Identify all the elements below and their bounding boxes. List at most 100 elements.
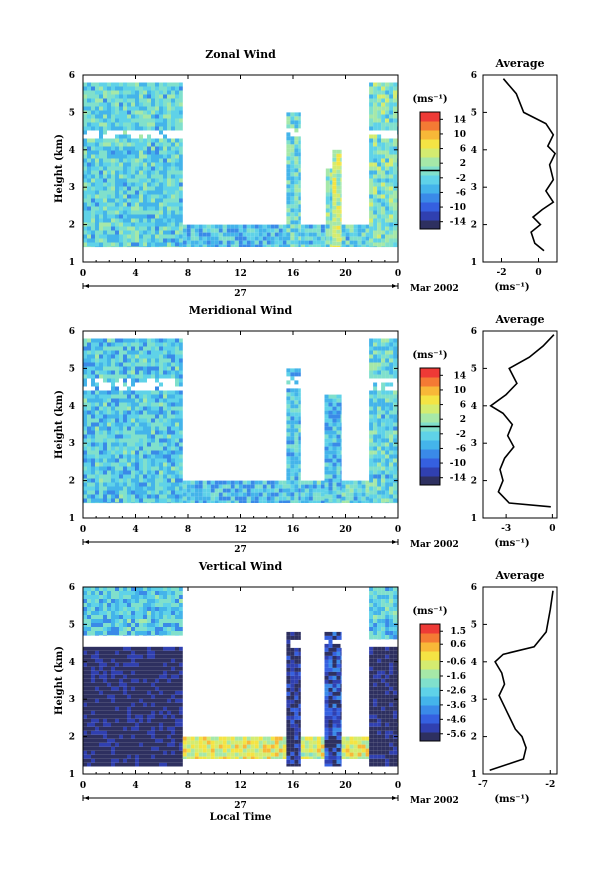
heatmap-cell-0 xyxy=(119,398,123,403)
heatmap-cell-1 xyxy=(175,591,179,595)
heatmap-cell-1 xyxy=(83,603,87,607)
heatmap-cell-1 xyxy=(206,488,211,493)
heatmap-cell-0 xyxy=(103,702,107,707)
heatmap-cell-0 xyxy=(103,130,107,135)
heatmap-cell-0 xyxy=(151,338,155,343)
heatmap-cell-1 xyxy=(278,496,283,501)
heatmap-cell-2 xyxy=(294,192,299,197)
heatmap-cell-1 xyxy=(238,488,243,493)
heatmap-cell-7 xyxy=(373,170,378,175)
heatmap-cell-2 xyxy=(294,112,299,117)
y-tick-label: 4 xyxy=(69,146,75,156)
heatmap-cell-0 xyxy=(127,738,131,743)
heatmap-cell-0 xyxy=(103,198,107,203)
heatmap-cell-1 xyxy=(167,595,171,599)
heatmap-cell-0 xyxy=(91,94,95,99)
heatmap-cell-0 xyxy=(87,362,91,367)
heatmap-cell-0 xyxy=(83,86,87,91)
heatmap-cell-0 xyxy=(151,222,155,227)
heatmap-cell-0 xyxy=(135,462,139,467)
heatmap-cell-0 xyxy=(103,498,107,503)
heatmap-cell-1 xyxy=(159,619,163,623)
heatmap-cell-1 xyxy=(147,587,151,591)
heatmap-cell-0 xyxy=(167,698,171,703)
heatmap-cell-6 xyxy=(369,402,374,407)
heatmap-cell-0 xyxy=(131,758,135,763)
heatmap-cell-0 xyxy=(151,662,155,667)
heatmap-cell-0 xyxy=(175,242,179,247)
colorbar-swatch xyxy=(420,467,440,477)
heatmap-cell-1 xyxy=(175,599,179,603)
heatmap-cell-0 xyxy=(131,750,135,755)
heatmap-cell-7 xyxy=(373,126,378,131)
heatmap-cell-1 xyxy=(270,236,275,241)
heatmap-cell-0 xyxy=(155,386,159,391)
heatmap-cell-1 xyxy=(83,611,87,615)
heatmap-cell-0 xyxy=(143,446,147,451)
heatmap-cell-1 xyxy=(266,224,271,229)
heatmap-cell-0 xyxy=(135,442,139,447)
heatmap-cell-0 xyxy=(159,458,163,463)
heatmap-cell-0 xyxy=(103,230,107,235)
heatmap-cell-6 xyxy=(369,406,374,411)
heatmap-cell-0 xyxy=(119,162,123,167)
heatmap-cell-0 xyxy=(107,454,111,459)
heatmap-cell-0 xyxy=(151,494,155,499)
heatmap-cell-6 xyxy=(369,398,374,403)
heatmap-cell-1 xyxy=(171,595,175,599)
heatmap-cell-4 xyxy=(340,402,342,407)
heatmap-cell-5 xyxy=(353,484,358,489)
heatmap-cell-0 xyxy=(127,742,131,747)
heatmap-cell-0 xyxy=(91,434,95,439)
heatmap-cell-1 xyxy=(107,615,111,619)
heatmap-cell-1 xyxy=(175,627,179,631)
heatmap-cell-1 xyxy=(230,224,235,229)
heatmap-cell-0 xyxy=(179,698,183,703)
heatmap-cell-6 xyxy=(381,438,386,443)
heatmap-cell-0 xyxy=(111,190,115,195)
heatmap-cell-0 xyxy=(99,146,103,151)
heatmap-cell-0 xyxy=(111,454,115,459)
heatmap-cell-0 xyxy=(135,138,139,143)
heatmap-cell-5 xyxy=(336,233,341,238)
heatmap-cell-0 xyxy=(99,182,103,187)
heatmap-cell-0 xyxy=(171,670,175,675)
heatmap-cell-0 xyxy=(119,94,123,99)
heatmap-cell-1 xyxy=(218,492,223,497)
heatmap-cell-0 xyxy=(171,494,175,499)
heatmap-cell-1 xyxy=(83,607,87,611)
heatmap-cell-0 xyxy=(107,482,111,487)
heatmap-cell-0 xyxy=(155,82,159,87)
heatmap-cell-0 xyxy=(103,730,107,735)
heatmap-cell-4 xyxy=(332,458,337,463)
colorbar-tick-label: -2 xyxy=(456,430,466,440)
heatmap-cell-5 xyxy=(332,209,337,214)
heatmap-cell-0 xyxy=(167,498,171,503)
heatmap-cell-0 xyxy=(143,170,147,175)
heatmap-cell-0 xyxy=(83,174,87,179)
heatmap-cell-4 xyxy=(332,466,337,471)
heatmap-cell-0 xyxy=(143,402,147,407)
heatmap-cell-0 xyxy=(151,702,155,707)
heatmap-cell-0 xyxy=(171,362,175,367)
heatmap-cell-1 xyxy=(214,240,219,245)
heatmap-cell-0 xyxy=(87,654,91,659)
heatmap-cell-3 xyxy=(308,496,313,501)
heatmap-cell-7 xyxy=(377,166,382,171)
heatmap-cell-0 xyxy=(91,430,95,435)
heatmap-cell-3 xyxy=(312,236,317,241)
heatmap-cell-0 xyxy=(103,106,107,111)
heatmap-cell-7 xyxy=(393,122,398,127)
heatmap-cell-0 xyxy=(111,186,115,191)
heatmap-cell-0 xyxy=(91,686,95,691)
heatmap-cell-0 xyxy=(143,90,147,95)
heatmap-cell-4 xyxy=(324,442,329,447)
heatmap-cell-0 xyxy=(175,734,179,739)
heatmap-cell-0 xyxy=(107,678,111,683)
heatmap-cell-1 xyxy=(159,635,163,636)
heatmap-cell-2 xyxy=(294,200,299,205)
heatmap-cell-0 xyxy=(159,478,163,483)
heatmap-cell-1 xyxy=(167,587,171,591)
heatmap-cell-0 xyxy=(111,706,115,711)
heatmap-cell-1 xyxy=(147,635,151,636)
